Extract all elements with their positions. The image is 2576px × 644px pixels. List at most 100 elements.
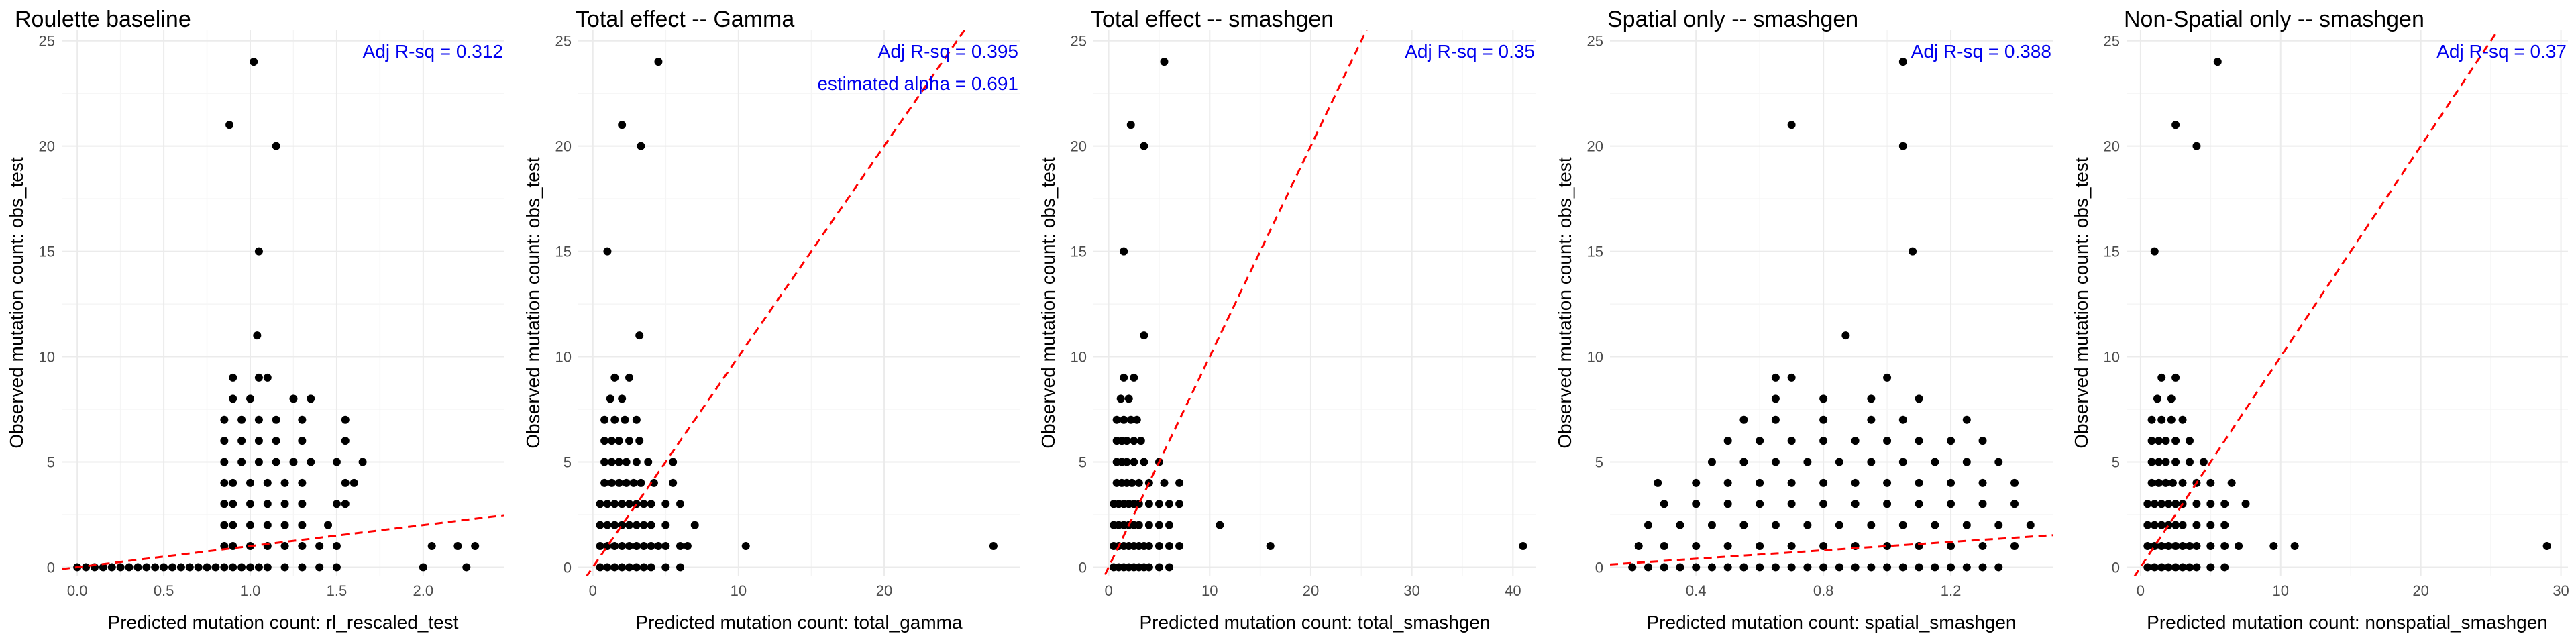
data-point: [632, 521, 641, 529]
data-point: [1120, 415, 1128, 424]
x-tick-label: 0.8: [1813, 582, 1834, 599]
data-point: [220, 500, 229, 508]
data-point: [2155, 458, 2163, 466]
data-point: [2220, 563, 2229, 572]
data-point: [647, 542, 655, 551]
data-point: [614, 478, 623, 487]
data-point: [1947, 437, 1955, 445]
data-point: [298, 437, 307, 445]
x-tick-label: 20: [876, 582, 892, 599]
data-point: [2192, 542, 2201, 551]
fit-line: [586, 30, 966, 576]
points: [596, 58, 998, 572]
data-point: [2143, 521, 2152, 529]
y-tick-label: 15: [555, 244, 572, 260]
data-point: [1165, 521, 1174, 529]
data-point: [676, 500, 685, 508]
fit-line: [1103, 30, 1368, 576]
data-point: [1116, 394, 1125, 403]
data-point: [2150, 500, 2159, 508]
data-point: [1160, 478, 1169, 487]
data-point: [1947, 563, 1955, 572]
data-point: [2220, 500, 2229, 508]
data-point: [2167, 394, 2176, 403]
data-point: [1122, 437, 1131, 445]
data-point: [332, 500, 341, 508]
data-point: [246, 478, 255, 487]
data-point: [621, 415, 629, 424]
data-point: [2143, 563, 2152, 572]
data-point: [1676, 521, 1684, 529]
data-point: [1909, 247, 1917, 256]
x-axis-label: Predicted mutation count: total_gamma: [635, 612, 963, 633]
data-point: [1787, 542, 1796, 551]
data-point: [1140, 142, 1148, 150]
data-point: [254, 437, 263, 445]
data-point: [280, 478, 289, 487]
data-point: [600, 478, 609, 487]
data-point: [1134, 500, 1143, 508]
y-tick-label: 20: [1071, 138, 1087, 155]
data-point: [246, 500, 255, 508]
data-point: [1692, 542, 1701, 551]
data-point: [1175, 500, 1184, 508]
data-point: [2157, 373, 2166, 382]
data-point: [2206, 542, 2215, 551]
data-point: [1756, 478, 1764, 487]
data-point: [307, 394, 315, 403]
chart-title: Total effect -- smashgen: [1091, 7, 1334, 32]
data-point: [1994, 521, 2003, 529]
data-point: [1707, 563, 1716, 572]
data-point: [272, 142, 280, 150]
data-point: [2143, 542, 2152, 551]
data-point: [2542, 542, 2551, 551]
data-point: [1771, 415, 1780, 424]
data-point: [341, 478, 350, 487]
data-point: [1994, 458, 2003, 466]
data-point: [1644, 521, 1652, 529]
data-point: [635, 331, 644, 340]
data-point: [1898, 142, 1907, 150]
data-point: [1216, 521, 1224, 529]
data-point: [2147, 415, 2156, 424]
data-point: [1898, 58, 1907, 66]
data-point: [280, 563, 289, 572]
data-point: [1867, 458, 1876, 466]
data-point: [741, 542, 750, 551]
data-point: [229, 394, 237, 403]
data-point: [1819, 563, 1828, 572]
data-point: [453, 542, 462, 551]
data-point: [654, 58, 663, 66]
annotation: Adj R-sq = 0.395: [878, 41, 1018, 62]
data-point: [229, 521, 237, 529]
data-point: [1756, 563, 1764, 572]
data-point: [1819, 415, 1828, 424]
data-point: [600, 437, 609, 445]
data-point: [1883, 542, 1892, 551]
x-tick-label: 0: [2137, 582, 2145, 599]
y-tick-label: 0: [1595, 559, 1603, 576]
data-point: [1723, 478, 1732, 487]
data-point: [2220, 521, 2229, 529]
data-point: [2147, 458, 2156, 466]
data-point: [1739, 563, 1748, 572]
y-tick-label: 15: [1587, 244, 1603, 260]
x-tick-label: 10: [2273, 582, 2289, 599]
data-point: [272, 415, 280, 424]
chart-title: Roulette baseline: [15, 7, 191, 32]
panel-2: 0 10 20 0 5 10 15 20 25 Predicted mutation count:…: [523, 7, 1020, 633]
data-point: [2171, 542, 2180, 551]
data-point: [596, 563, 604, 572]
data-point: [1634, 542, 1643, 551]
data-point: [220, 458, 229, 466]
data-point: [462, 563, 471, 572]
data-point: [1771, 394, 1780, 403]
data-point: [1915, 478, 1923, 487]
data-point: [2241, 500, 2250, 508]
data-point: [332, 563, 341, 572]
data-point: [427, 542, 436, 551]
data-point: [637, 478, 645, 487]
data-point: [1947, 542, 1955, 551]
data-point: [2164, 500, 2173, 508]
